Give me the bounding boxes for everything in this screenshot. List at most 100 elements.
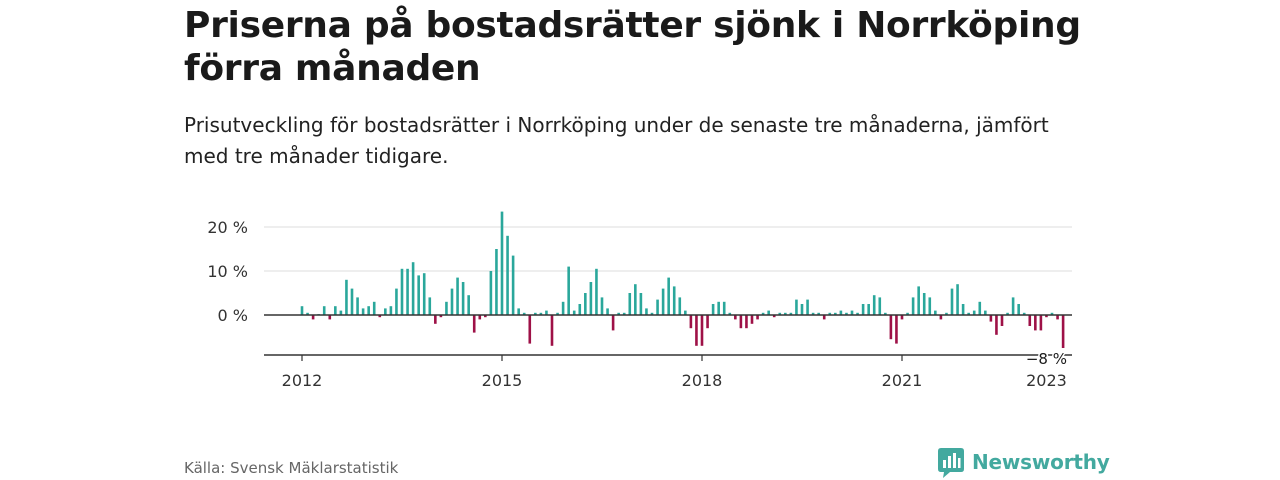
bar <box>484 315 487 318</box>
bar <box>1017 304 1020 315</box>
bar <box>800 304 804 315</box>
bar <box>900 315 904 320</box>
bar <box>1011 297 1015 315</box>
grid-lines <box>264 226 1072 272</box>
newsworthy-logo: Newsworthy <box>938 448 1110 480</box>
bar <box>689 315 693 329</box>
bar <box>1039 315 1043 331</box>
bar <box>661 288 665 315</box>
bar <box>822 315 826 320</box>
bar <box>522 312 526 315</box>
bar <box>861 304 865 315</box>
bar <box>767 310 770 315</box>
bar <box>817 312 820 315</box>
bar <box>417 275 420 315</box>
bar <box>511 255 515 315</box>
bar <box>872 295 876 315</box>
bar <box>472 315 476 333</box>
bar <box>1028 315 1032 326</box>
bar <box>478 315 482 320</box>
bar <box>989 315 993 322</box>
bar <box>639 293 643 315</box>
bar <box>1022 312 1026 315</box>
bar <box>761 312 765 315</box>
bar <box>384 308 387 315</box>
bar <box>517 308 520 315</box>
bar <box>972 310 976 315</box>
bar <box>445 301 448 315</box>
bar <box>645 308 648 315</box>
bar <box>584 293 587 315</box>
bar <box>600 297 604 315</box>
bar <box>889 315 893 340</box>
bar <box>572 310 576 315</box>
bar <box>778 312 782 315</box>
bar <box>428 297 432 315</box>
bar <box>834 312 837 315</box>
bar <box>684 310 687 315</box>
bar <box>711 304 715 315</box>
bar <box>845 312 848 315</box>
bar <box>361 308 365 315</box>
bar <box>550 315 554 346</box>
bar <box>667 277 670 315</box>
bar <box>495 249 498 315</box>
bar <box>672 286 676 315</box>
chart-title: Priserna på bostadsrätter sjönk i Norrkö… <box>184 5 1081 89</box>
bar <box>934 310 937 315</box>
bar <box>400 268 404 315</box>
bar <box>589 282 593 315</box>
bar <box>922 293 926 315</box>
bar <box>1045 315 1048 318</box>
bar <box>734 315 737 320</box>
bar <box>878 297 882 315</box>
bar <box>539 312 543 315</box>
bar <box>945 312 948 315</box>
bar <box>622 312 626 315</box>
bar <box>895 315 898 344</box>
bar <box>606 308 609 315</box>
bar <box>917 286 920 315</box>
y-tick-label: 20 % <box>207 218 248 237</box>
bar <box>406 268 409 315</box>
bar <box>978 301 982 315</box>
bar <box>789 312 793 315</box>
bar <box>722 301 726 315</box>
bar <box>839 310 843 315</box>
bar <box>300 306 304 315</box>
bar <box>556 312 559 315</box>
bar <box>422 273 426 315</box>
bar <box>961 304 965 315</box>
bar <box>467 295 470 315</box>
bar <box>728 312 732 315</box>
bar <box>928 297 932 315</box>
bar <box>506 235 509 315</box>
bar <box>328 315 332 320</box>
bar <box>345 279 348 315</box>
bar <box>811 312 815 315</box>
bar <box>339 310 343 315</box>
bar <box>411 262 415 315</box>
bar <box>634 284 637 315</box>
bar-series <box>300 211 1065 348</box>
bar <box>311 315 315 320</box>
axes <box>264 314 1072 361</box>
bar <box>1061 315 1065 348</box>
bar <box>706 315 709 329</box>
bar <box>434 315 437 324</box>
bar <box>334 306 337 315</box>
bar <box>695 315 698 346</box>
tick-labels: 0 % 10 % 20 % 2012 2015 2018 2021 2023 −8 % <box>207 218 1068 390</box>
bar <box>389 306 393 315</box>
bar <box>700 315 704 346</box>
bar <box>1056 315 1059 320</box>
bar <box>528 315 532 344</box>
bar <box>795 299 798 315</box>
bar <box>650 312 654 315</box>
bar <box>617 312 620 315</box>
bar <box>772 315 776 318</box>
bar <box>350 288 354 315</box>
bar <box>456 277 459 315</box>
bar <box>745 315 748 329</box>
